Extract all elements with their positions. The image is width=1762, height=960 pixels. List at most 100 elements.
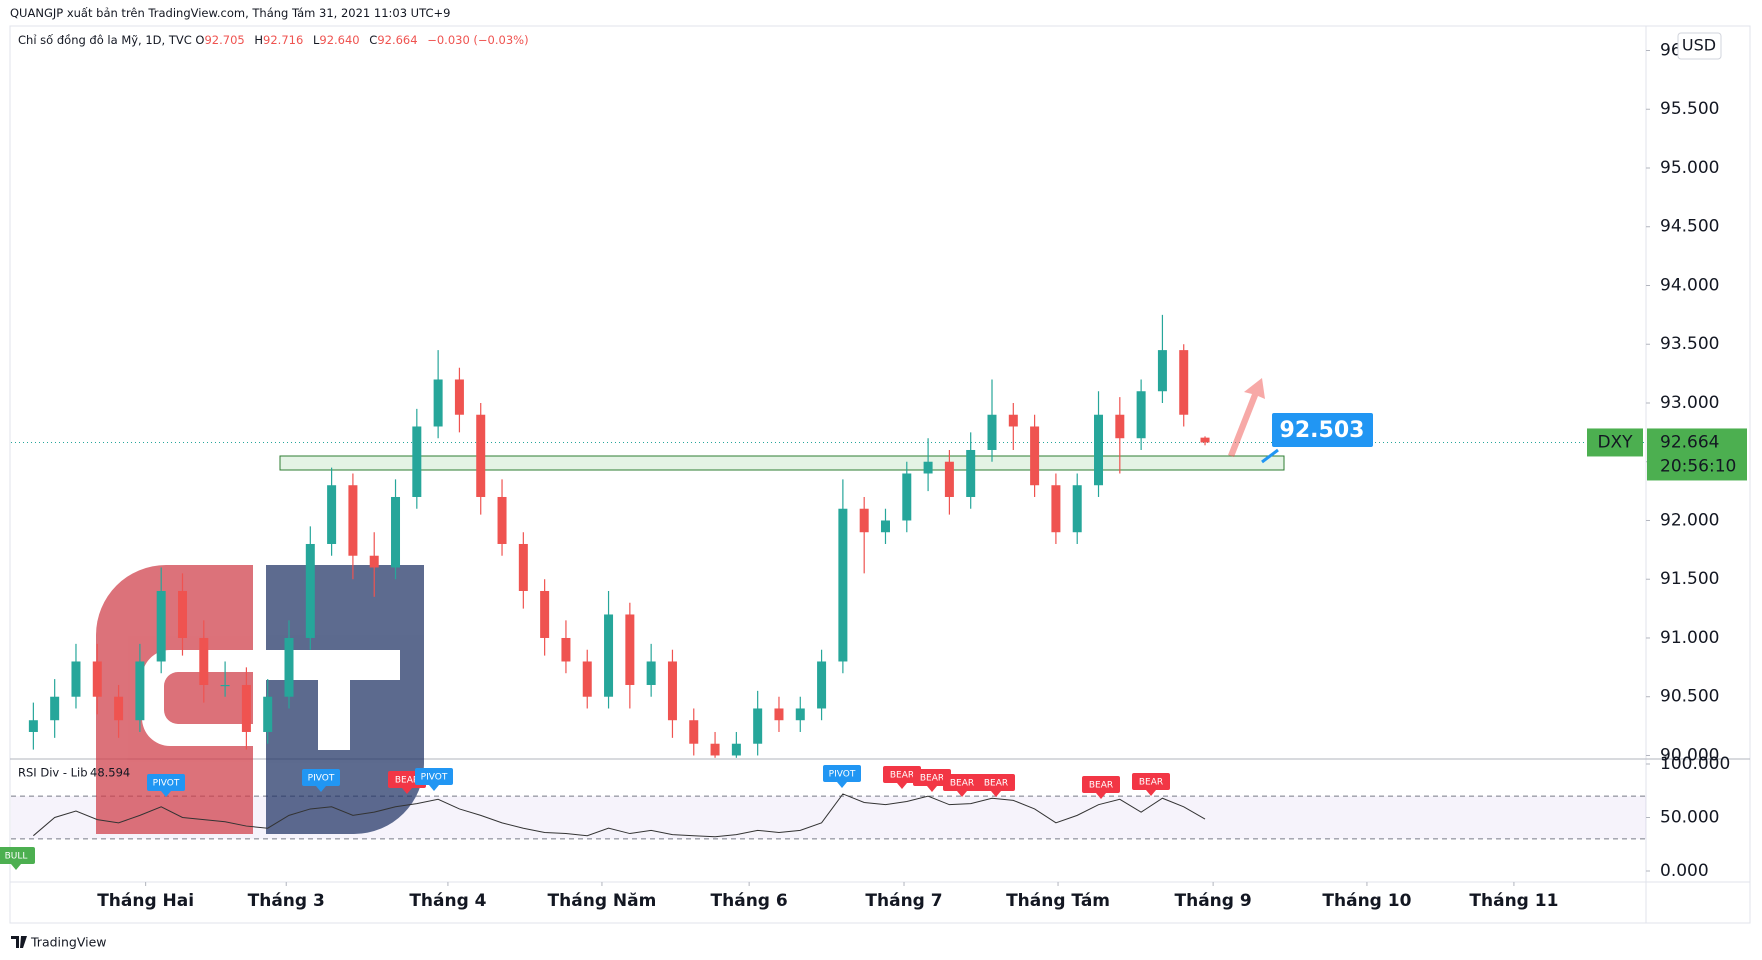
x-tick-label: Tháng Hai [97,891,194,911]
x-tick-label: Tháng Năm [548,891,657,911]
candle-body [817,661,827,709]
logo-red [96,565,253,834]
signal-pointer [897,783,907,789]
legend-key: O [195,33,205,47]
signal-pointer [1096,793,1106,799]
candle-body [838,508,848,662]
candle-body [1200,437,1210,443]
candle-body [1008,414,1018,427]
signal-box [977,774,1015,791]
y-tick-label: 90.500 [1660,687,1719,707]
publisher-line: QUANGJP xuất bản trên TradingView.com, T… [10,6,451,20]
y-tick-label: 91.000 [1660,628,1719,648]
annotation-text: 92.503 [1280,418,1365,443]
signal-label: PIVOT [829,770,856,780]
candle-body [135,661,145,721]
x-tick-label: Tháng 9 [1175,891,1252,911]
signal-box [943,774,981,791]
candle-body [71,661,81,697]
rsi-band [11,796,1646,839]
candle-body [497,496,507,544]
candle-body [1115,414,1125,439]
candle-body [518,543,528,591]
frame [9,25,1751,924]
signal-label: BEAR [984,779,1008,789]
signal-box [0,847,35,864]
candle-body [731,743,741,756]
candle-body [199,637,209,685]
legend-change: −0.030 (−0.03%) [427,33,529,47]
candle-body [284,637,294,697]
signal-box [913,769,951,786]
candle-body [433,379,443,427]
y-tick-label: 0.000 [1660,861,1709,881]
candle-body [1051,485,1061,533]
signal-box [302,769,340,786]
candle-body [156,590,166,662]
legend: Chỉ số đồng đô la Mỹ, 1D, TVC O92.705 H9… [18,33,535,47]
legend-value: 92.716 [263,33,304,47]
footer-logo-mark [11,936,27,948]
up-arrow [1228,378,1265,457]
candle-body [92,661,102,697]
candle-body [369,555,379,568]
x-tick-label: Tháng 6 [711,891,788,911]
candle-body [667,661,677,721]
candle-body [348,485,358,556]
signal-label: BEAR [395,776,419,786]
candle-body [327,485,337,544]
signal-pointer [957,791,967,797]
candle-body [902,473,912,521]
candle-body [391,496,401,568]
candle-body [561,637,571,662]
indicator-value: 48.594 [90,766,130,780]
x-tick-label: Tháng 11 [1469,891,1558,911]
countdown: 20:56:10 [1660,456,1736,476]
y-tick-label: 91.500 [1660,569,1719,589]
candle-body [412,426,422,497]
candle-body [1094,414,1104,486]
x-tick-label: Tháng 7 [865,891,942,911]
candle-body [28,720,38,732]
candle-body [774,708,784,721]
legend-value: 92.664 [377,33,418,47]
legend-value: 92.705 [204,33,245,47]
watermark-logo [96,565,424,834]
signal-label: PIVOT [153,779,180,789]
signal-pointer [991,791,1001,797]
last-price-label: 92.664 [1660,432,1719,452]
rsi-line [33,793,1206,838]
annotation-pointer [1261,448,1279,464]
signal-label: PIVOT [308,774,335,784]
price-label-box [1647,428,1747,481]
candle-body [263,696,273,732]
signal-box [415,768,453,785]
candle-body [710,743,720,756]
signal-pointer [1146,790,1156,796]
signal-label: BEAR [920,774,944,784]
x-tick-label: Tháng Tám [1006,891,1110,911]
footer-brand: TradingView [30,935,107,950]
signal-box [823,765,861,782]
x-tick-label: Tháng 10 [1322,891,1411,911]
y-tick-label: 94.500 [1660,217,1719,237]
currency-box [1677,32,1722,60]
signal-label: BEAR [1139,778,1163,788]
signal-pointer [927,786,937,792]
candle-body [1157,350,1167,392]
y-tick-label: 90.000 [1660,745,1719,765]
candle-body [1179,350,1189,415]
candle-body [795,708,805,721]
candle-body [114,696,124,721]
candle-body [305,543,315,638]
legend-key: L [312,33,320,47]
y-tick-label: 95.500 [1660,99,1719,119]
signal-pointer [402,788,412,794]
indicator-title: RSI Div - Lib [18,766,88,780]
candle-body [944,461,954,497]
candle-body [476,414,486,497]
candle-body [859,508,869,533]
signal-label: BEAR [890,771,914,781]
